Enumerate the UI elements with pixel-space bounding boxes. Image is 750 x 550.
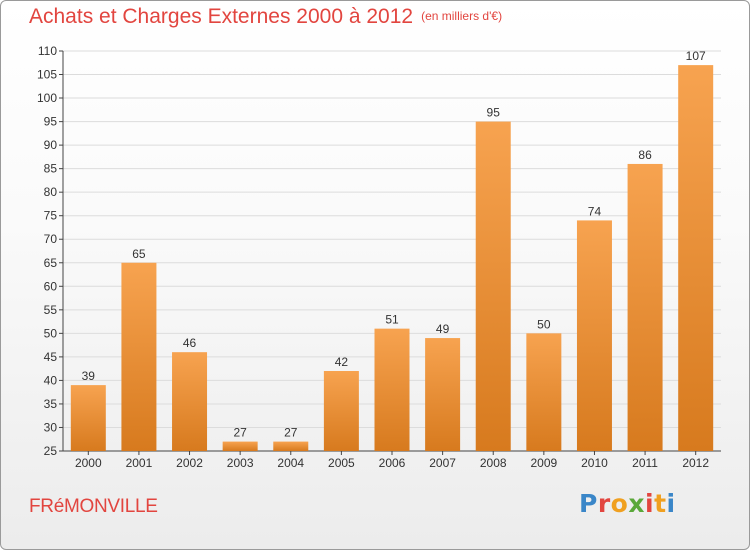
x-tick-label: 2012 (682, 456, 709, 470)
x-tick-label: 2010 (581, 456, 608, 470)
x-tick-label: 2006 (379, 456, 406, 470)
bar-value-label: 27 (233, 426, 247, 440)
logo-letter: t (654, 489, 667, 518)
y-tick-label: 35 (44, 397, 58, 411)
y-tick-label: 45 (44, 350, 58, 364)
x-tick-label: 2004 (277, 456, 304, 470)
commune-name: FRéMONVILLE (29, 496, 158, 517)
x-tick-label: 2011 (632, 456, 658, 470)
bar-value-label: 65 (132, 247, 146, 261)
y-tick-label: 85 (44, 162, 58, 176)
logo-letter: r (597, 489, 611, 518)
x-tick-label: 2005 (328, 456, 355, 470)
y-tick-label: 55 (44, 303, 58, 317)
y-tick-label: 100 (37, 91, 57, 105)
y-tick-label: 95 (44, 115, 58, 129)
proxiti-logo: Proxiti (579, 489, 676, 518)
bar-value-label: 107 (686, 49, 706, 63)
y-tick-label: 75 (44, 209, 58, 223)
x-tick-label: 2001 (126, 456, 153, 470)
logo-letter: i (666, 489, 676, 518)
bar-value-label: 49 (436, 322, 450, 336)
y-tick-label: 80 (44, 185, 58, 199)
bar (576, 220, 612, 451)
logo-letter: x (628, 489, 645, 518)
x-tick-label: 2008 (480, 456, 507, 470)
bar (172, 352, 208, 451)
y-tick-label: 50 (44, 326, 58, 340)
bar (374, 328, 410, 451)
bar (121, 262, 157, 451)
chart-title-text: Achats et Charges Externes 2000 à 2012 (29, 5, 414, 28)
y-tick-label: 25 (44, 444, 58, 458)
x-tick-label: 2009 (530, 456, 557, 470)
logo-letter: P (579, 489, 598, 518)
bar (526, 333, 562, 451)
bar-value-label: 74 (588, 204, 602, 218)
bar (678, 65, 714, 451)
bar-value-label: 51 (385, 313, 399, 327)
y-tick-label: 70 (44, 232, 58, 246)
y-tick-label: 105 (37, 68, 57, 82)
bar-value-label: 50 (537, 317, 551, 331)
bar-value-label: 46 (183, 336, 197, 350)
bar-value-label: 42 (335, 355, 349, 369)
bar (627, 163, 663, 452)
y-tick-label: 65 (44, 256, 58, 270)
x-tick-label: 2003 (227, 456, 254, 470)
bar (273, 441, 309, 451)
bar (323, 371, 359, 451)
x-tick-label: 2002 (176, 456, 203, 470)
bar (222, 441, 258, 451)
bar-value-label: 95 (487, 106, 501, 120)
y-tick-label: 110 (38, 44, 57, 58)
bar (70, 385, 106, 451)
y-tick-label: 30 (44, 420, 58, 434)
x-tick-label: 2007 (429, 456, 456, 470)
logo-letter: i (645, 489, 655, 518)
bar (425, 338, 461, 451)
logo-letter: o (610, 489, 629, 518)
bar-value-label: 39 (82, 369, 96, 383)
y-tick-label: 40 (44, 373, 58, 387)
bar (475, 121, 511, 452)
bar-value-label: 86 (638, 148, 652, 162)
x-tick-label: 2000 (75, 456, 102, 470)
chart-unit: (en milliers d'€) (421, 9, 503, 23)
y-tick-label: 60 (44, 279, 58, 293)
chart-title: Achats et Charges Externes 2000 à 2012 (e… (29, 5, 502, 29)
bar-value-label: 27 (284, 426, 298, 440)
y-tick-label: 90 (44, 138, 58, 152)
